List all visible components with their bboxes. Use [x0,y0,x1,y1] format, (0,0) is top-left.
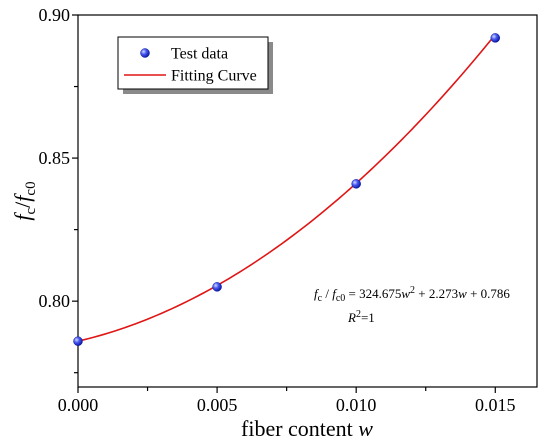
data-point [490,33,501,43]
y-axis-ticks [72,14,78,374]
legend-box [117,36,269,90]
eq-w2: w [458,286,467,301]
x-tick-label: 0.000 [58,395,99,415]
y-axis-title-a-sub: c [23,207,39,214]
eq-rhs-eq: = 324.675 [345,286,401,301]
y-axis-title-b-sub: c0 [23,181,39,195]
x-tick-label: 0.005 [197,395,238,415]
fitting-curve-line [77,34,496,342]
eq-f2: f [332,286,338,301]
eq-sub1: c [318,293,323,304]
y-tick-label: 0.80 [39,291,71,311]
test-data-points [73,33,501,346]
y-axis-title-sep: / [10,201,35,208]
data-point [73,336,83,346]
legend: Test data Fitting Curve [117,36,273,94]
equation-line-2: R2=1 [347,309,375,325]
equation-annotation: fc / fc0 = 324.675w2 + 2.273w + 0.786 R2… [314,285,510,325]
y-axis-title: fc/fc0 [10,181,39,220]
eq-end: + 0.786 [467,286,511,301]
legend-label-fitting-curve: Fitting Curve [171,68,257,85]
x-axis-title: fiber content w [241,416,373,440]
eq-w1: w [401,286,410,301]
eq-r: R [347,310,356,325]
legend-marker-test-data [140,48,150,58]
eq-sep: / [322,286,332,301]
x-tick-label: 0.015 [475,395,516,415]
eq-f1: f [314,286,320,301]
eq-r-val: =1 [361,310,375,325]
legend-label-test-data: Test data [171,46,228,63]
x-axis-title-main: fiber content [241,416,358,440]
x-axis-title-var: w [358,416,373,440]
data-point [212,282,222,292]
y-tick-label: 0.85 [39,148,71,168]
plot-frame [77,14,538,388]
eq-sup: 2 [410,285,415,296]
equation-line-1: fc / fc0 = 324.675w2 + 2.273w + 0.786 [314,285,510,304]
y-axis-title-a: f [10,212,35,221]
y-tick-label: 0.90 [39,5,71,25]
eq-mid: + 2.273 [415,286,458,301]
y-axis-title-b: f [10,193,35,202]
data-point [351,179,361,189]
eq-r-sup: 2 [356,309,361,320]
x-tick-label: 0.010 [336,395,377,415]
eq-sub2: c0 [336,293,345,304]
x-axis-ticks [77,387,496,393]
